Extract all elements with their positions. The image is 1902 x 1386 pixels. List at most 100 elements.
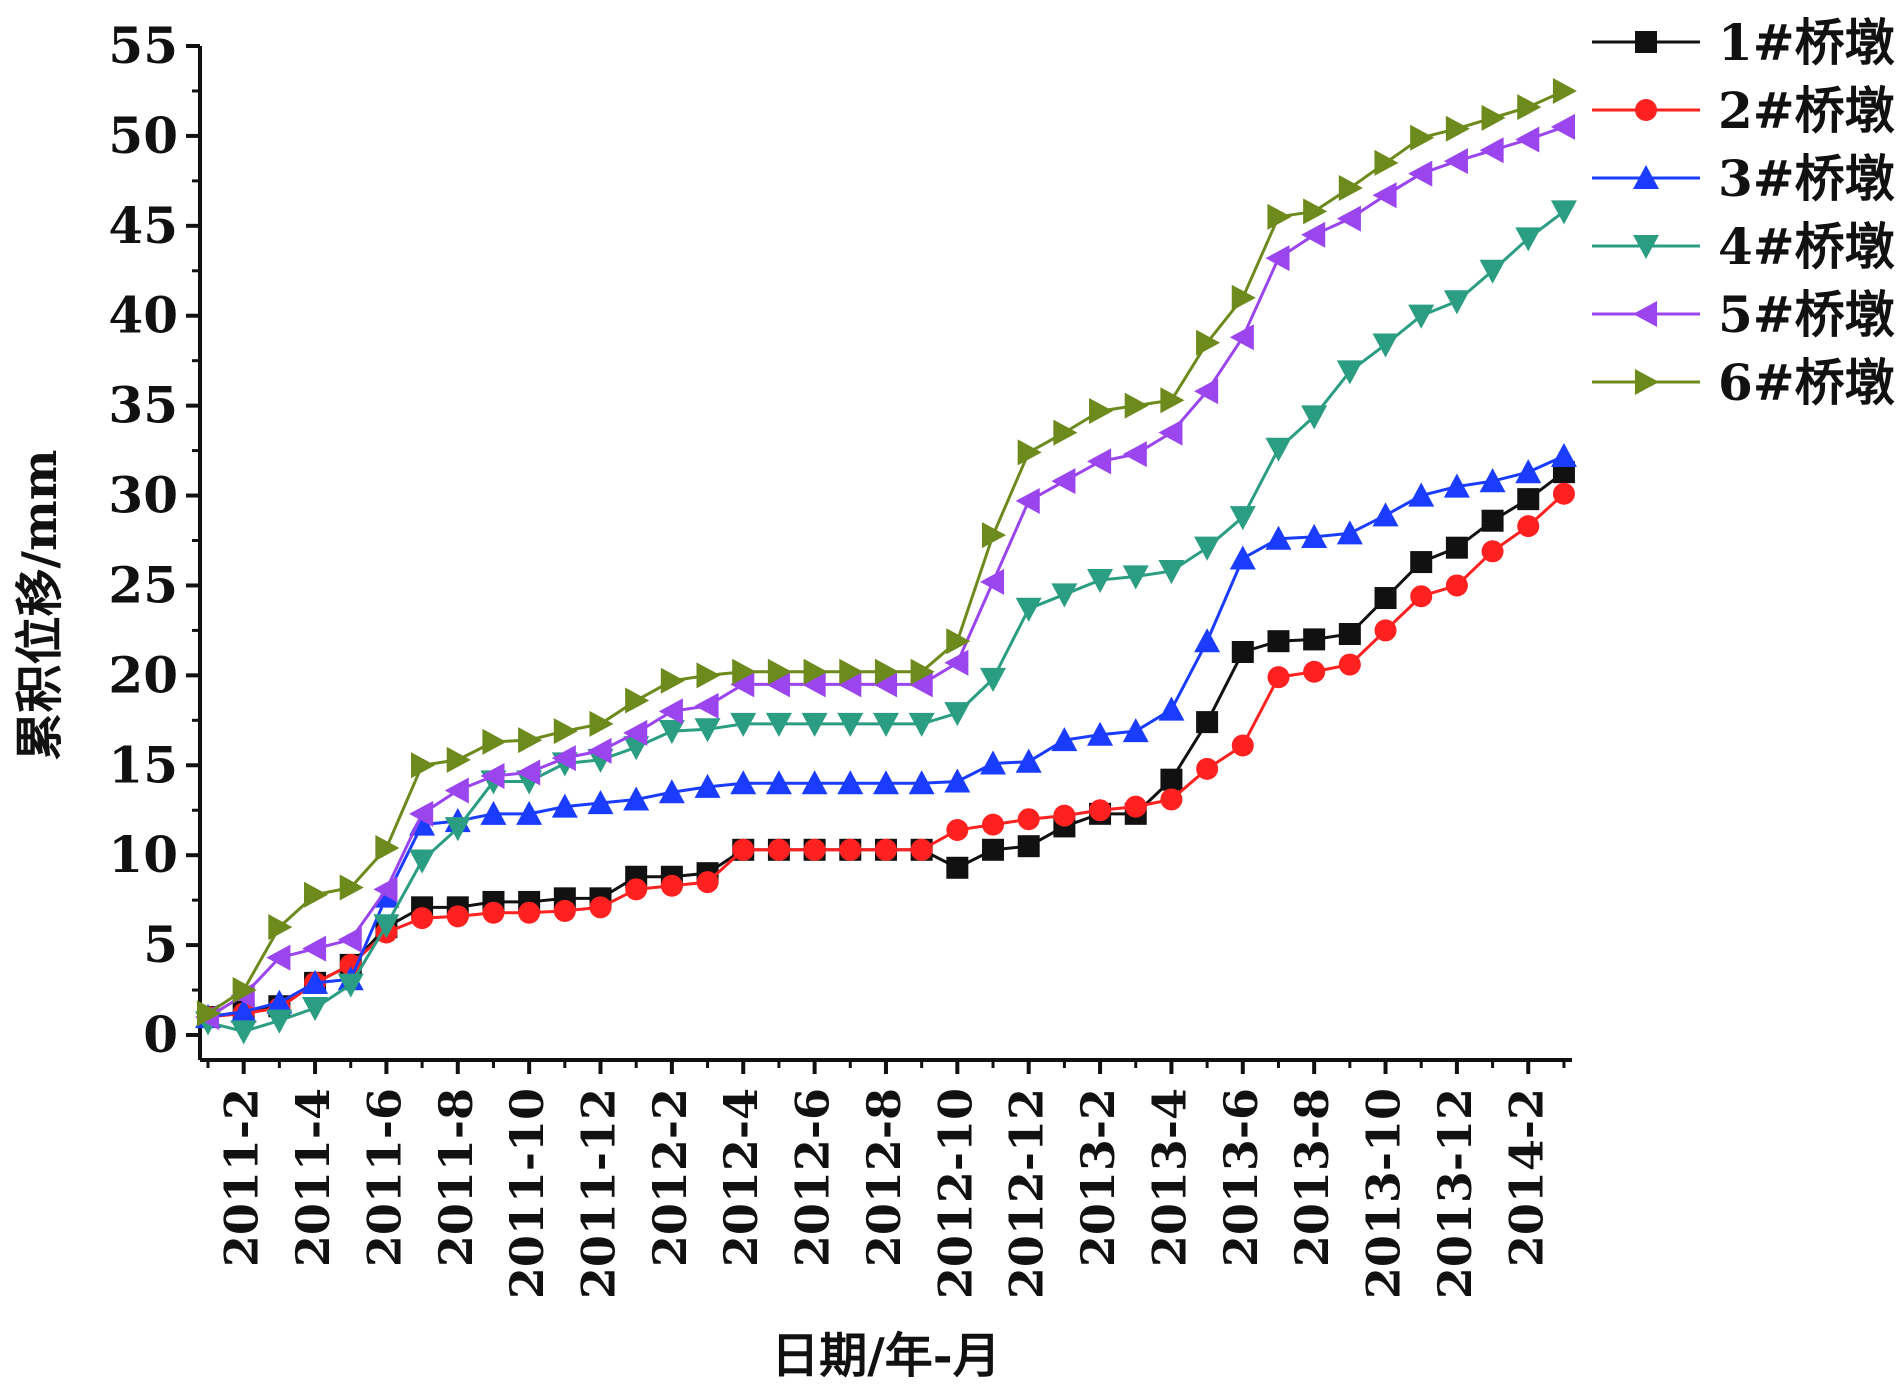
x-axis-label: 日期/年-月 — [771, 1328, 1000, 1384]
data-point — [446, 905, 469, 928]
data-point — [1410, 551, 1433, 574]
data-point — [1550, 200, 1577, 225]
data-point — [1265, 437, 1292, 462]
data-point — [944, 702, 971, 727]
data-point — [1122, 441, 1147, 468]
data-point — [874, 838, 897, 861]
data-point — [375, 834, 400, 861]
data-point — [946, 819, 969, 842]
data-point — [1124, 392, 1149, 419]
data-point — [1089, 398, 1114, 425]
y-tick-label: 50 — [108, 106, 178, 165]
data-point — [1158, 696, 1185, 721]
data-point — [1634, 369, 1659, 395]
data-point — [1196, 711, 1219, 734]
data-point — [694, 773, 721, 798]
data-point — [1410, 585, 1433, 608]
data-point — [444, 777, 469, 804]
data-point — [1517, 488, 1540, 511]
data-point — [518, 901, 541, 924]
data-point — [1550, 442, 1577, 468]
y-tick-label: 25 — [108, 555, 178, 614]
chart-axes — [198, 46, 1572, 1062]
legend-label: 5#桥墩 — [1718, 285, 1895, 344]
data-point — [1087, 721, 1114, 746]
data-point — [980, 750, 1007, 775]
legend: 1#桥墩 2#桥墩 3#桥墩 4#桥墩 5#桥墩 6#桥墩 — [1592, 13, 1895, 412]
data-point — [1267, 666, 1290, 689]
data-point — [732, 838, 755, 861]
data-point — [1515, 227, 1542, 252]
data-point — [765, 712, 792, 737]
x-tick-label: 2011-2 — [215, 1088, 269, 1267]
legend-item: 3#桥墩 — [1592, 149, 1895, 208]
data-point — [1231, 734, 1254, 757]
data-point — [446, 746, 471, 773]
data-point — [837, 712, 864, 737]
data-point — [980, 667, 1007, 692]
x-axis-ticks: 2011-2 2011-4 2011-6 2011-8 2011-10 2011-12 20… — [206, 1060, 1566, 1299]
data-point — [946, 856, 969, 879]
data-point — [1550, 113, 1575, 140]
data-point — [910, 838, 933, 861]
data-point — [1633, 301, 1658, 327]
data-point — [1445, 115, 1470, 142]
data-point — [1303, 628, 1326, 651]
data-point — [589, 896, 612, 919]
series-4 — [195, 200, 1577, 1045]
data-point — [373, 876, 398, 903]
data-point — [696, 662, 721, 689]
data-point — [765, 671, 790, 698]
data-point — [1481, 104, 1506, 131]
data-point — [1303, 660, 1326, 683]
data-point — [268, 914, 293, 941]
data-point — [1053, 804, 1076, 827]
data-point — [801, 770, 828, 795]
x-tick-label: 2012-8 — [857, 1088, 911, 1267]
x-tick-label: 2013-8 — [1285, 1088, 1339, 1267]
y-tick-label: 45 — [108, 196, 178, 255]
x-tick-label: 2011-10 — [500, 1088, 554, 1299]
data-point — [625, 878, 648, 901]
data-point — [625, 687, 650, 714]
data-point — [480, 763, 505, 790]
data-point — [872, 671, 898, 698]
data-point — [1089, 799, 1112, 822]
data-point — [1410, 124, 1435, 151]
data-point — [516, 800, 543, 825]
data-point — [444, 817, 471, 842]
series-6 — [196, 77, 1577, 1027]
x-tick-label: 2011-4 — [286, 1088, 340, 1267]
data-point — [409, 800, 434, 827]
data-point — [1122, 565, 1149, 590]
data-point — [482, 728, 507, 755]
x-tick-label: 2013-4 — [1142, 1088, 1196, 1267]
data-point — [1301, 523, 1328, 548]
data-point — [1051, 468, 1076, 495]
data-point — [730, 770, 757, 795]
data-point — [730, 671, 755, 698]
data-point — [1087, 569, 1114, 594]
data-point — [587, 790, 614, 815]
data-point — [1053, 419, 1078, 446]
data-point — [1124, 795, 1147, 818]
y-tick-label: 55 — [108, 16, 178, 75]
data-point — [1633, 165, 1659, 190]
x-tick-label: 2013-10 — [1357, 1088, 1411, 1299]
data-point — [1015, 597, 1042, 622]
data-point — [1265, 525, 1292, 550]
series-5 — [195, 113, 1575, 1031]
data-point — [266, 944, 291, 971]
data-point — [839, 838, 862, 861]
data-point — [908, 770, 935, 795]
series-1 — [197, 461, 1575, 1029]
data-point — [411, 907, 434, 930]
data-point — [1017, 439, 1042, 466]
data-point — [373, 914, 400, 939]
data-point — [1517, 94, 1542, 121]
data-point — [1017, 835, 1040, 858]
data-point — [1158, 560, 1185, 585]
data-point — [839, 658, 864, 685]
data-point — [266, 989, 293, 1014]
data-point — [196, 1000, 221, 1027]
